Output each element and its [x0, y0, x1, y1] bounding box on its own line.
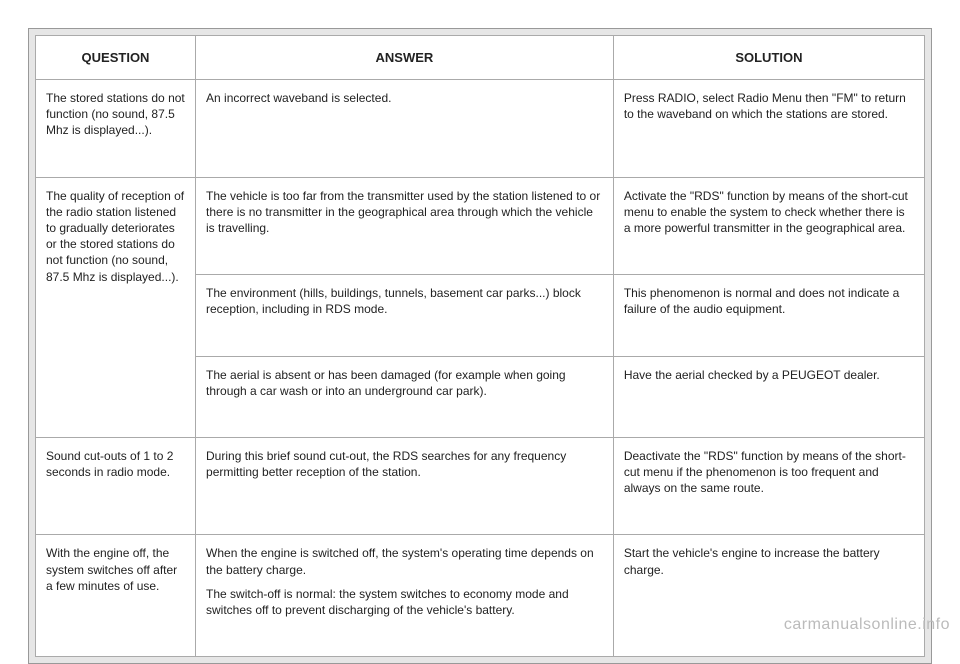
cell-solution: Activate the "RDS" function by means of …: [613, 177, 924, 275]
troubleshooting-table-container: QUESTION ANSWER SOLUTION The stored stat…: [28, 28, 932, 664]
cell-answer: The vehicle is too far from the transmit…: [196, 177, 614, 275]
cell-question: The quality of reception of the radio st…: [36, 177, 196, 437]
cell-question: The stored stations do not function (no …: [36, 80, 196, 178]
table-row: Sound cut-outs of 1 to 2 seconds in radi…: [36, 437, 925, 535]
cell-answer: An incorrect waveband is selected.: [196, 80, 614, 178]
watermark-text: carmanualsonline.info: [784, 616, 950, 634]
cell-answer: The environment (hills, buildings, tunne…: [196, 275, 614, 356]
cell-solution: Start the vehicle's engine to increase t…: [613, 535, 924, 657]
cell-solution: Have the aerial checked by a PEUGEOT dea…: [613, 356, 924, 437]
cell-solution: This phenomenon is normal and does not i…: [613, 275, 924, 356]
answer-paragraph: The switch-off is normal: the system swi…: [206, 586, 603, 618]
table-header-row: QUESTION ANSWER SOLUTION: [36, 36, 925, 80]
cell-question: With the engine off, the system switches…: [36, 535, 196, 657]
header-question: QUESTION: [36, 36, 196, 80]
cell-question: Sound cut-outs of 1 to 2 seconds in radi…: [36, 437, 196, 535]
cell-answer: The aerial is absent or has been damaged…: [196, 356, 614, 437]
cell-answer: During this brief sound cut-out, the RDS…: [196, 437, 614, 535]
cell-answer: When the engine is switched off, the sys…: [196, 535, 614, 657]
header-answer: ANSWER: [196, 36, 614, 80]
table-row: The stored stations do not function (no …: [36, 80, 925, 178]
header-solution: SOLUTION: [613, 36, 924, 80]
table-row: The quality of reception of the radio st…: [36, 177, 925, 275]
table-row: With the engine off, the system switches…: [36, 535, 925, 657]
cell-solution: Press RADIO, select Radio Menu then "FM"…: [613, 80, 924, 178]
cell-solution: Deactivate the "RDS" function by means o…: [613, 437, 924, 535]
answer-paragraph: When the engine is switched off, the sys…: [206, 545, 603, 577]
troubleshooting-table: QUESTION ANSWER SOLUTION The stored stat…: [35, 35, 925, 657]
